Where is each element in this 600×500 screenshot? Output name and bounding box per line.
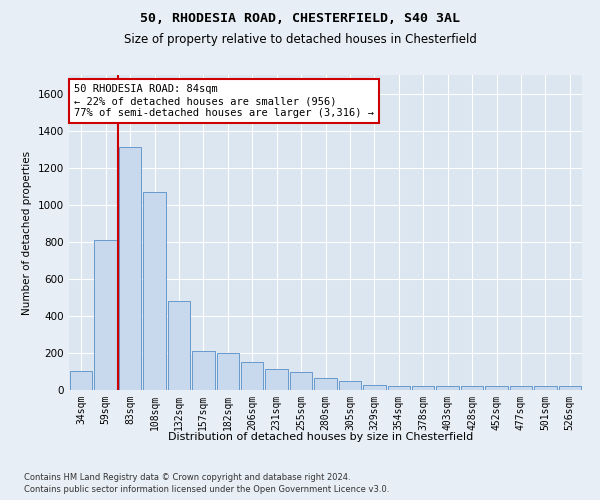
Bar <box>485 386 508 390</box>
Bar <box>290 372 313 390</box>
Bar <box>388 386 410 390</box>
Bar <box>143 192 166 390</box>
Bar <box>314 378 337 390</box>
Text: Distribution of detached houses by size in Chesterfield: Distribution of detached houses by size … <box>169 432 473 442</box>
Bar <box>534 386 557 390</box>
Text: Size of property relative to detached houses in Chesterfield: Size of property relative to detached ho… <box>124 32 476 46</box>
Bar <box>167 301 190 390</box>
Text: 50 RHODESIA ROAD: 84sqm
← 22% of detached houses are smaller (956)
77% of semi-d: 50 RHODESIA ROAD: 84sqm ← 22% of detache… <box>74 84 374 117</box>
Bar <box>217 353 239 390</box>
Bar <box>70 372 92 390</box>
Bar <box>119 148 142 390</box>
Text: Contains public sector information licensed under the Open Government Licence v3: Contains public sector information licen… <box>24 485 389 494</box>
Bar <box>192 351 215 390</box>
Bar <box>94 240 117 390</box>
Bar <box>241 362 263 390</box>
Text: 50, RHODESIA ROAD, CHESTERFIELD, S40 3AL: 50, RHODESIA ROAD, CHESTERFIELD, S40 3AL <box>140 12 460 26</box>
Bar <box>412 386 434 390</box>
Bar <box>559 386 581 390</box>
Bar <box>509 386 532 390</box>
Bar <box>436 386 459 390</box>
Y-axis label: Number of detached properties: Number of detached properties <box>22 150 32 314</box>
Bar <box>338 380 361 390</box>
Bar <box>363 386 386 390</box>
Bar <box>265 368 288 390</box>
Text: Contains HM Land Registry data © Crown copyright and database right 2024.: Contains HM Land Registry data © Crown c… <box>24 472 350 482</box>
Bar <box>461 386 484 390</box>
